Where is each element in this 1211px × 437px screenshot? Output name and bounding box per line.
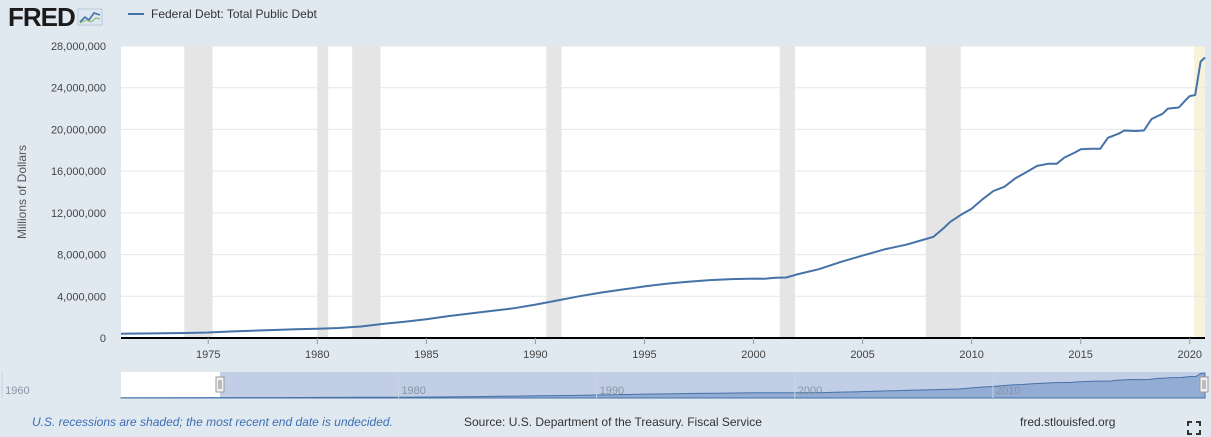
chart-footer: U.S. recessions are shaded; the most rec… bbox=[0, 412, 1211, 432]
x-tick-label: 2015 bbox=[1068, 349, 1092, 361]
recession-band-1 bbox=[317, 46, 329, 338]
chart-header: FRED Federal Debt: Total Public Debt bbox=[0, 0, 1211, 34]
series-line-0[interactable] bbox=[120, 56, 1206, 335]
x-tick-label: 1995 bbox=[632, 349, 656, 361]
fred-logo[interactable]: FRED bbox=[8, 3, 103, 31]
site-link[interactable]: fred.stlouisfed.org bbox=[1020, 415, 1116, 429]
recession-band-0 bbox=[184, 46, 213, 338]
x-tick-label: 1975 bbox=[196, 349, 220, 361]
x-tick-label: 2000 bbox=[741, 349, 765, 361]
x-axis: 1975 1980 1985 1990 1995 2000 2005 2010 2015 2020 bbox=[121, 337, 1205, 361]
x-tick-label: 2005 bbox=[850, 349, 874, 361]
y-tick-label: 28,000,000 bbox=[51, 41, 106, 53]
navigator-ticks: 1960 1980 1990 2000 2010 bbox=[1, 372, 1020, 398]
y-tick-label: 12,000,000 bbox=[51, 208, 106, 220]
source-text: Source: U.S. Department of the Treasury.… bbox=[464, 415, 762, 429]
x-tick-label: 2010 bbox=[959, 349, 983, 361]
recession-band-4 bbox=[779, 46, 795, 338]
navigator-area bbox=[120, 372, 1206, 399]
y-tick-label: 24,000,000 bbox=[51, 83, 106, 95]
y-axis-label: Millions of Dollars bbox=[15, 145, 29, 239]
navigator-handle-left[interactable] bbox=[215, 376, 225, 393]
recession-band-current bbox=[1194, 46, 1205, 338]
x-tick-label: 1985 bbox=[414, 349, 438, 361]
legend-swatch bbox=[128, 13, 144, 15]
legend-label: Federal Debt: Total Public Debt bbox=[151, 7, 317, 21]
navigator-handle-right[interactable] bbox=[1199, 376, 1209, 393]
x-tick-label: 1990 bbox=[523, 349, 547, 361]
expand-icon[interactable] bbox=[1187, 421, 1201, 435]
navigator-series bbox=[120, 372, 1206, 399]
recession-shading bbox=[184, 46, 1205, 338]
y-tick-label: 20,000,000 bbox=[51, 124, 106, 136]
gridlines bbox=[121, 45, 1205, 297]
recession-band-2 bbox=[352, 46, 381, 338]
navigator-tick-label: 2010 bbox=[996, 385, 1020, 397]
x-tick-label: 2020 bbox=[1177, 349, 1201, 361]
navigator-tick-label: 2000 bbox=[798, 385, 822, 397]
y-tick-label: 4,000,000 bbox=[57, 291, 106, 303]
y-tick-label: 8,000,000 bbox=[57, 250, 106, 262]
recession-band-3 bbox=[546, 46, 562, 338]
y-axis: 0 4,000,000 8,000,000 12,000,000 16,000,000 2… bbox=[51, 41, 106, 345]
y-tick-label: 0 bbox=[100, 333, 106, 345]
series-lines[interactable] bbox=[120, 56, 1206, 335]
line-graph-icon bbox=[77, 8, 103, 26]
range-navigator[interactable]: 1960 1980 1990 2000 2010 bbox=[1, 372, 1209, 399]
recession-note: U.S. recessions are shaded; the most rec… bbox=[32, 415, 393, 429]
navigator-tick-label: 1980 bbox=[401, 385, 425, 397]
navigator-tick-label: 1990 bbox=[600, 385, 624, 397]
chart[interactable]: 0 4,000,000 8,000,000 12,000,000 16,000,000 2… bbox=[0, 0, 1211, 412]
legend-item[interactable]: Federal Debt: Total Public Debt bbox=[128, 7, 317, 21]
plot-background bbox=[121, 46, 1205, 338]
y-tick-label: 16,000,000 bbox=[51, 166, 106, 178]
recession-band-5 bbox=[925, 46, 961, 338]
navigator-tick-label: 1960 bbox=[5, 385, 29, 397]
x-tick-label: 1980 bbox=[305, 349, 329, 361]
fred-logo-text: FRED bbox=[8, 2, 76, 32]
